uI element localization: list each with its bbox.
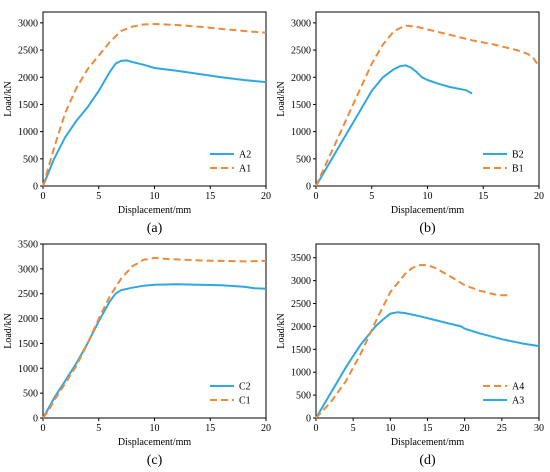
- y-tick-label: 1500: [291, 345, 311, 356]
- y-axis-label: Load/kN: [3, 81, 14, 117]
- x-tick-label: 5: [351, 423, 356, 434]
- panel-label: (d): [419, 453, 436, 468]
- series-line-b1: [315, 24, 540, 187]
- chart-panel-2: 0 5 10 15 20 0 500 1000 1500 2000 2500 3000 Displace…: [276, 11, 544, 236]
- x-axis-label: Displacement/mm: [391, 205, 465, 216]
- y-tick-label: 3500: [291, 253, 311, 264]
- y-tick-label: 3500: [18, 240, 38, 251]
- chart-panel-3: 0 5 10 15 20 0 500 1000 1500 2000 2500 3000 3500 Disp…: [3, 240, 271, 469]
- y-tick-label: 3000: [291, 18, 311, 29]
- plot-frame: [42, 11, 267, 187]
- y-tick-label: 1000: [291, 368, 311, 379]
- y-tick-label: 500: [23, 154, 38, 165]
- panel-label: (c): [147, 453, 163, 468]
- x-tick-label: 0: [314, 423, 319, 434]
- legend-label-a1: A1: [239, 164, 251, 175]
- y-tick-label: 1000: [291, 127, 311, 138]
- legend-label-b2: B2: [512, 150, 524, 161]
- x-tick-label: 10: [385, 423, 395, 434]
- series-line-a3: [315, 311, 540, 419]
- y-tick-label: 500: [296, 154, 311, 165]
- x-axis-label: Displacement/mm: [118, 205, 192, 216]
- x-tick-label: 5: [369, 191, 374, 202]
- x-tick-label: 0: [314, 191, 319, 202]
- y-axis-label: Load/kN: [3, 313, 14, 349]
- x-tick-label: 15: [423, 423, 433, 434]
- y-tick-label: 2000: [18, 314, 38, 325]
- chart-panel-1: 0 5 10 15 20 0 500 1000 1500 2000 2500 3000 Displace…: [3, 11, 271, 236]
- panel-label: (b): [419, 221, 436, 236]
- panel-label: (a): [147, 221, 163, 236]
- y-tick-label: 1500: [291, 100, 311, 111]
- series-line-b2: [315, 64, 473, 187]
- y-tick-label: 2500: [291, 46, 311, 57]
- x-axis-label: Displacement/mm: [391, 437, 465, 448]
- y-tick-label: 1500: [18, 100, 38, 111]
- y-tick-label: 2500: [291, 299, 311, 310]
- x-tick-label: 0: [41, 423, 46, 434]
- y-tick-label: 1500: [18, 339, 38, 350]
- x-tick-label: 15: [205, 191, 215, 202]
- y-tick-label: 3000: [18, 264, 38, 275]
- plot-frame: [315, 243, 540, 419]
- y-tick-label: 3000: [18, 18, 38, 29]
- plot-frame: [42, 243, 267, 419]
- x-tick-label: 5: [96, 191, 101, 202]
- x-tick-label: 20: [261, 191, 271, 202]
- plot-frame: [315, 11, 540, 187]
- y-tick-label: 0: [306, 414, 311, 425]
- x-tick-label: 10: [150, 191, 160, 202]
- y-tick-label: 500: [23, 389, 38, 400]
- y-tick-label: 0: [306, 182, 311, 193]
- legend-label-a4: A4: [512, 382, 524, 393]
- series-line-a2: [42, 59, 267, 187]
- series-line-c2: [42, 283, 267, 419]
- series-line-a1: [42, 23, 267, 187]
- y-tick-label: 2000: [291, 73, 311, 84]
- y-tick-label: 2500: [18, 46, 38, 57]
- y-axis-label: Load/kN: [276, 313, 287, 349]
- x-tick-label: 15: [205, 423, 215, 434]
- y-tick-label: 2500: [18, 289, 38, 300]
- x-tick-label: 20: [460, 423, 470, 434]
- y-tick-label: 2000: [291, 322, 311, 333]
- series-line-a4: [315, 264, 510, 419]
- x-tick-label: 25: [497, 423, 507, 434]
- y-tick-label: 1000: [18, 364, 38, 375]
- x-tick-label: 0: [41, 191, 46, 202]
- y-axis-label: Load/kN: [276, 81, 287, 117]
- x-tick-label: 10: [150, 423, 160, 434]
- x-tick-label: 30: [534, 423, 544, 434]
- legend-label-a2: A2: [239, 150, 251, 161]
- y-tick-label: 0: [33, 414, 38, 425]
- legend-label-c1: C1: [239, 396, 251, 407]
- y-tick-label: 2000: [18, 73, 38, 84]
- x-tick-label: 20: [534, 191, 544, 202]
- y-tick-label: 1000: [18, 127, 38, 138]
- series-line-c1: [42, 256, 267, 419]
- legend-label-a3: A3: [512, 396, 524, 407]
- y-tick-label: 3000: [291, 276, 311, 287]
- x-tick-label: 10: [423, 191, 433, 202]
- x-axis-label: Displacement/mm: [118, 437, 192, 448]
- y-tick-label: 0: [33, 182, 38, 193]
- x-tick-label: 20: [261, 423, 271, 434]
- legend-label-b1: B1: [512, 164, 524, 175]
- legend-label-c2: C2: [239, 382, 251, 393]
- x-tick-label: 5: [96, 423, 101, 434]
- x-tick-label: 15: [478, 191, 488, 202]
- chart-panel-4: 0 5 10 15 20 25 30 0 500 1000 1500 2000 2500 3000 3500…: [276, 243, 544, 468]
- y-tick-label: 500: [296, 391, 311, 402]
